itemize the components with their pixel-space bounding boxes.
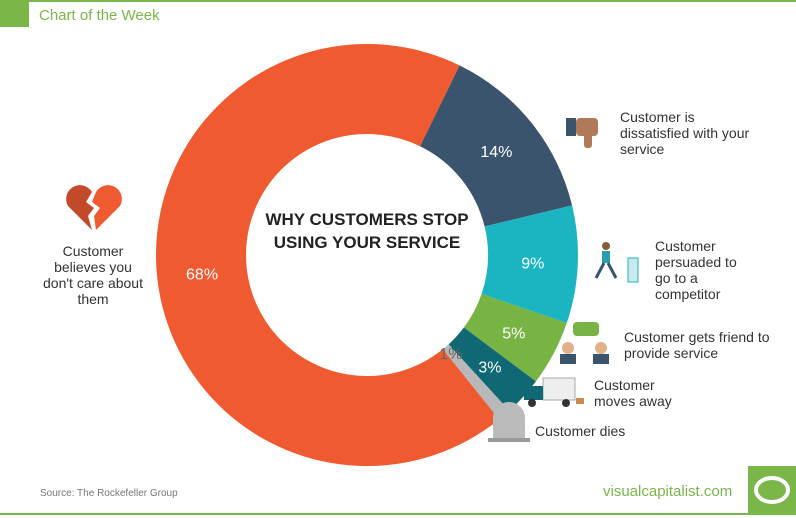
slice-value-label: 14% bbox=[480, 144, 512, 161]
legend-label-dont-care: Customer believes you don't care about t… bbox=[43, 243, 143, 307]
thumbs-down-icon bbox=[566, 118, 598, 148]
slice-value-label: 1% bbox=[439, 346, 462, 363]
brand-logo bbox=[748, 466, 796, 513]
gravestone-icon bbox=[488, 402, 530, 442]
slice-value-label: 3% bbox=[478, 360, 501, 377]
donut-slice bbox=[420, 65, 573, 227]
bottom-accent-line bbox=[0, 513, 796, 515]
chat-people-icon bbox=[560, 322, 609, 364]
brand-link[interactable]: visualcapitalist.com bbox=[603, 483, 733, 500]
donut-slice bbox=[463, 293, 567, 382]
slice-value-label: 68% bbox=[186, 267, 218, 284]
header-tag bbox=[0, 2, 29, 27]
legend-label-competitor: Customer persuaded to go to a competitor bbox=[655, 238, 737, 302]
source-note: Source: The Rockefeller Group bbox=[40, 488, 178, 499]
legend-label-dies: Customer dies bbox=[535, 423, 626, 439]
donut-slice bbox=[156, 44, 500, 467]
legend-label-friend: Customer gets friend to provide service bbox=[624, 329, 770, 361]
truck-icon bbox=[524, 377, 584, 407]
runner-icon bbox=[594, 242, 639, 283]
slice-value-label: 5% bbox=[502, 325, 525, 342]
top-accent-line bbox=[0, 0, 796, 2]
legend-label-moves: Customer moves away bbox=[594, 377, 672, 409]
donut-slice bbox=[448, 327, 536, 411]
chart-title: WHY CUSTOMERS STOP USING YOUR SERVICE bbox=[265, 210, 469, 252]
slice-value-label: 9% bbox=[521, 256, 544, 273]
broken-heart-icon bbox=[66, 185, 122, 230]
donut-slice bbox=[442, 344, 510, 420]
legend-label-dissatisfied: Customer is dissatisfied with your servi… bbox=[620, 109, 750, 157]
donut-slice bbox=[481, 205, 578, 323]
header-title: Chart of the Week bbox=[39, 7, 160, 24]
